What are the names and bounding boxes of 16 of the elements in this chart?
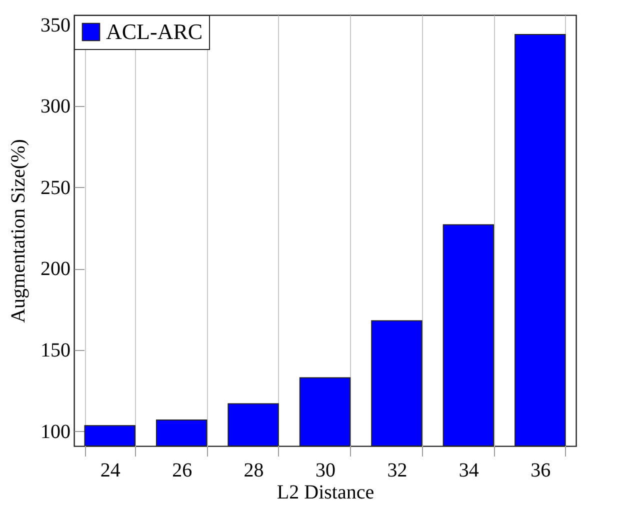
- y-tick-label: 250: [40, 176, 70, 199]
- y-tick-label: 200: [40, 258, 70, 280]
- x-tick-label: 32: [387, 460, 408, 482]
- y-tick-label: 150: [40, 340, 70, 362]
- x-tick-label: 34: [458, 460, 479, 482]
- x-tick-label: 30: [316, 460, 336, 482]
- x-tick-label: 28: [244, 460, 264, 482]
- x-tick-label: 24: [100, 460, 120, 482]
- x-axis-title: L2 Distance: [276, 482, 374, 504]
- y-tick-label: 350: [40, 14, 70, 36]
- x-tick-label: 26: [172, 460, 192, 482]
- legend-label: ACL-ARC: [106, 19, 203, 44]
- y-tick-label: 300: [40, 96, 70, 118]
- y-tick-label: 100: [40, 420, 70, 443]
- x-tick-label: 36: [530, 460, 551, 482]
- y-axis-title: Augmentation Size(%): [8, 139, 30, 323]
